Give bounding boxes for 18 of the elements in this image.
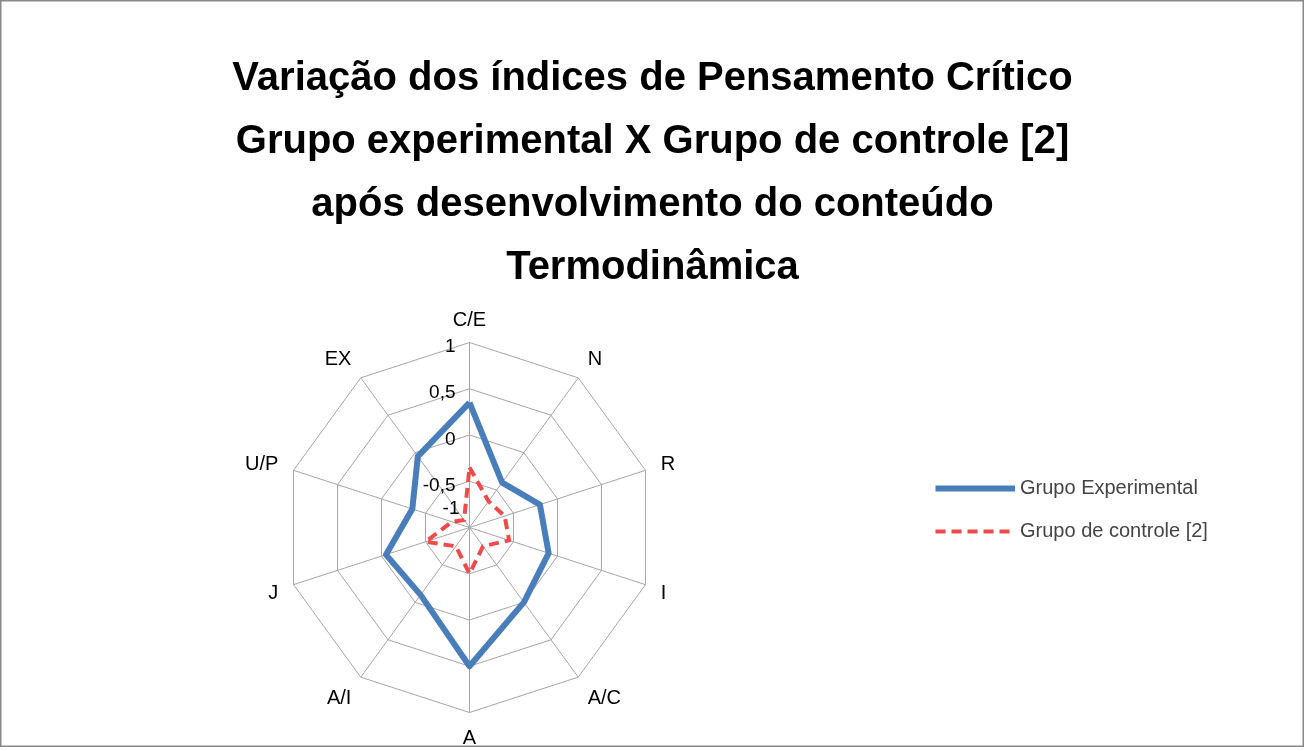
- spoke-label: A/C: [587, 685, 621, 708]
- spoke-label: U/P: [245, 451, 279, 474]
- y-tick-label: 0,5: [429, 381, 456, 403]
- spoke-label: R: [660, 451, 676, 474]
- spoke-label: EX: [324, 347, 352, 370]
- legend-label: Grupo de controle [2]: [1020, 519, 1208, 542]
- spoke-label: A: [462, 725, 477, 748]
- y-tick-label: -0,5: [422, 473, 456, 495]
- spoke-label: J: [268, 581, 279, 604]
- chart-title: Variação dos índices de Pensamento Crítico Grupo experimental X Grupo de controle [2] após desenvolvimento do conteúdo Termodinâmica: [232, 53, 1073, 287]
- spoke-label: C/E: [452, 307, 487, 330]
- spoke-label: I: [660, 581, 667, 604]
- legend-label: Grupo Experimental: [1020, 476, 1198, 499]
- spoke-label: N: [587, 347, 603, 370]
- y-tick-label: -1: [442, 497, 460, 518]
- y-tick-label: 0: [444, 427, 456, 449]
- y-tick-label: 1: [444, 335, 456, 356]
- spoke-label: A/I: [326, 685, 352, 708]
